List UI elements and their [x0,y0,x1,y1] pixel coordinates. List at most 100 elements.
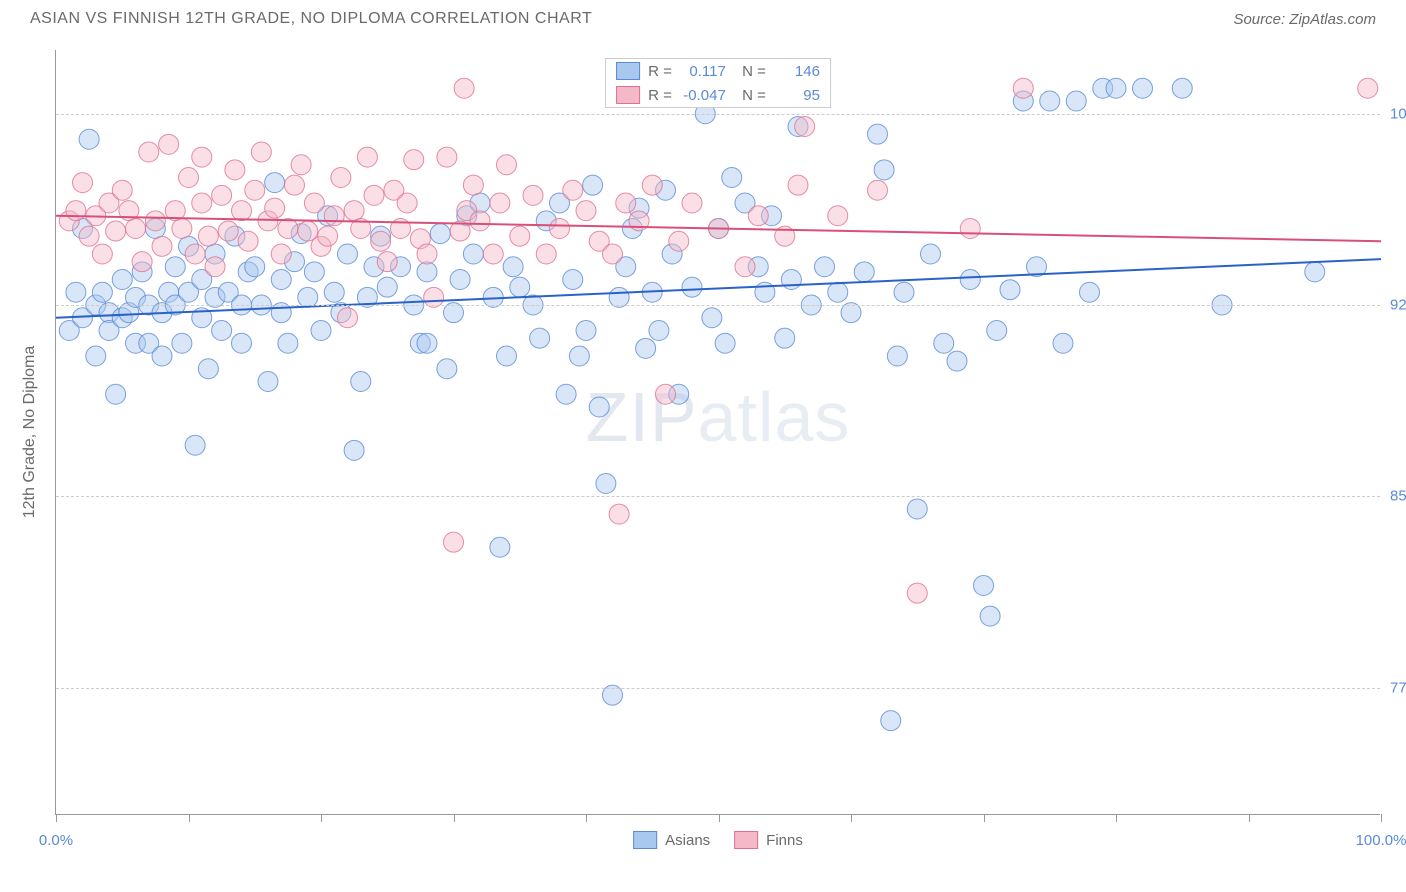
y-axis-label: 12th Grade, No Diploma [21,346,39,519]
data-point [463,244,483,264]
data-point [881,711,901,731]
data-point [179,168,199,188]
data-point [934,333,954,353]
data-point [563,180,583,200]
data-point [66,282,86,302]
legend-r-label: R = [648,87,672,104]
data-point [238,231,258,251]
data-point [112,270,132,290]
data-point [828,282,848,302]
x-tick [454,814,455,822]
chart-title: ASIAN VS FINNISH 12TH GRADE, NO DIPLOMA … [30,10,592,28]
legend-swatch [633,831,657,849]
data-point [397,193,417,213]
data-point [510,277,530,297]
x-tick [851,814,852,822]
data-point [921,244,941,264]
plot-area: 12th Grade, No Diploma ZIPatlas R =0.117… [55,50,1380,815]
data-point [351,372,371,392]
data-point [788,175,808,195]
data-point [536,244,556,264]
y-tick-label: 92.5% [1390,297,1406,314]
data-point [596,474,616,494]
data-point [258,372,278,392]
legend-label: Asians [665,832,710,849]
data-point [497,155,517,175]
data-point [145,211,165,231]
data-point [795,117,815,137]
data-point [198,359,218,379]
data-point [463,175,483,195]
data-point [748,206,768,226]
legend-swatch [616,62,640,80]
legend-n-label: N = [734,87,766,104]
data-point [437,359,457,379]
legend-row: R = -0.047 N = 95 [606,83,830,107]
data-point [245,180,265,200]
data-point [576,201,596,221]
data-point [278,219,298,239]
data-point [417,244,437,264]
data-point [702,308,722,328]
legend-r-value: -0.047 [680,87,726,104]
data-point [722,168,742,188]
data-point [1172,78,1192,98]
data-point [86,346,106,366]
x-tick-label: 0.0% [39,832,73,849]
data-point [172,219,192,239]
gridline [56,114,1380,115]
data-point [285,175,305,195]
data-point [497,346,517,366]
data-point [454,78,474,98]
data-point [106,221,126,241]
data-point [73,173,93,193]
data-point [907,583,927,603]
data-point [483,244,503,264]
data-point [1305,262,1325,282]
data-point [324,206,344,226]
legend-swatch [734,831,758,849]
data-point [636,338,656,358]
legend-n-label: N = [734,63,766,80]
y-tick-label: 85.0% [1390,488,1406,505]
data-point [344,201,364,221]
legend-n-value: 95 [774,87,820,104]
data-point [974,576,994,596]
data-point [218,221,238,241]
data-point [311,321,331,341]
data-point [603,244,623,264]
data-point [338,244,358,264]
data-point [132,252,152,272]
x-tick [1249,814,1250,822]
data-point [556,384,576,404]
data-point [377,252,397,272]
data-point [947,351,967,371]
source-attribution: Source: ZipAtlas.com [1233,11,1376,28]
data-point [172,333,192,353]
x-tick [984,814,985,822]
x-tick [321,814,322,822]
x-tick-label: 100.0% [1356,832,1406,849]
data-point [265,198,285,218]
data-point [205,257,225,277]
data-point [1066,91,1086,111]
data-point [775,328,795,348]
data-point [304,262,324,282]
data-point [530,328,550,348]
data-point [291,155,311,175]
x-tick [719,814,720,822]
data-point [79,226,99,246]
data-point [444,532,464,552]
data-point [490,537,510,557]
data-point [503,257,523,277]
data-point [331,168,351,188]
x-tick [586,814,587,822]
data-point [271,244,291,264]
data-point [894,282,914,302]
y-tick-label: 100.0% [1390,105,1406,122]
gridline [56,496,1380,497]
data-point [656,384,676,404]
series-legend: AsiansFinns [633,831,803,849]
x-tick [189,814,190,822]
data-point [854,262,874,282]
